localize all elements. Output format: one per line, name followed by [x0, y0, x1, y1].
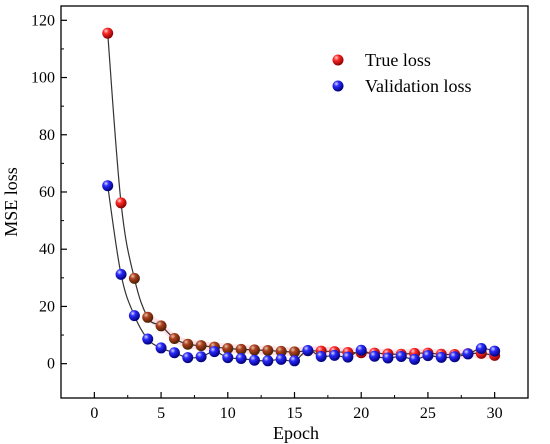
- validation-loss-point: [155, 342, 167, 354]
- legend-marker-true-loss: [332, 54, 344, 66]
- validation-loss-point: [182, 352, 194, 364]
- y-tick-label: 120: [31, 12, 55, 29]
- true-loss-point: [195, 340, 207, 352]
- validation-loss-point: [449, 351, 461, 363]
- validation-loss-point: [369, 350, 381, 362]
- validation-loss-point: [142, 333, 154, 345]
- y-axis-label: MSE loss: [1, 167, 21, 237]
- x-tick-label: 30: [487, 405, 503, 422]
- true-loss-point: [102, 27, 114, 39]
- true-loss-point: [155, 320, 167, 332]
- x-tick-label: 5: [157, 405, 165, 422]
- validation-loss-point: [302, 345, 314, 357]
- validation-loss-point: [248, 354, 260, 366]
- plot-area: [102, 27, 501, 367]
- validation-loss-point: [342, 351, 354, 363]
- x-axis-label: Epoch: [273, 423, 319, 443]
- validation-loss-point: [115, 268, 127, 280]
- true-loss-point: [222, 342, 234, 354]
- validation-loss-point: [168, 347, 180, 359]
- x-tick-label: 25: [420, 405, 436, 422]
- validation-loss-point: [382, 352, 394, 364]
- true-loss-band: [147, 312, 495, 360]
- true-loss-point: [168, 332, 180, 344]
- true-loss-point: [262, 345, 274, 357]
- validation-loss-point: [355, 344, 367, 356]
- validation-loss-point: [235, 353, 247, 365]
- validation-loss-point: [289, 355, 300, 367]
- x-tick-label: 0: [90, 405, 98, 422]
- validation-loss-point: [422, 350, 434, 362]
- validation-loss-point: [409, 353, 421, 365]
- validation-loss-point: [195, 351, 207, 363]
- true-loss-point: [289, 346, 300, 358]
- true-loss-point: [128, 272, 140, 284]
- validation-loss-point: [475, 342, 487, 354]
- y-tick-label: 20: [39, 298, 55, 315]
- validation-loss-line: [107, 185, 495, 362]
- validation-loss-point: [275, 353, 287, 365]
- validation-loss-point: [462, 348, 474, 360]
- y-tick-label: 40: [39, 241, 55, 258]
- x-tick-label: 20: [353, 405, 369, 422]
- y-tick-label: 80: [39, 127, 55, 144]
- validation-loss-point: [395, 351, 407, 363]
- validation-loss-point: [262, 355, 274, 367]
- validation-loss-point: [208, 346, 220, 358]
- validation-loss-point: [222, 352, 234, 364]
- legend-marker-validation-loss: [332, 80, 344, 92]
- true-loss-point: [248, 344, 260, 356]
- true-loss-point: [235, 343, 247, 355]
- legend-label-validation-loss: Validation loss: [365, 76, 472, 96]
- true-loss-point: [275, 345, 287, 357]
- y-tick-label: 60: [39, 184, 55, 201]
- y-tick-label: 100: [31, 70, 55, 87]
- validation-loss-point: [489, 345, 501, 357]
- legend-label-true-loss: True loss: [365, 50, 431, 70]
- true-loss-point: [142, 311, 154, 323]
- validation-loss-point: [128, 310, 140, 322]
- axes: 0 5 10 15 20 25 30 0 20 40 60 80 100 120: [31, 5, 529, 422]
- x-tick-label: 15: [287, 405, 303, 422]
- legend: True loss Validation loss: [332, 50, 472, 96]
- true-loss-point: [115, 197, 127, 209]
- x-tick-label: 10: [220, 405, 236, 422]
- validation-loss-point: [329, 349, 341, 361]
- y-tick-label: 0: [47, 356, 55, 373]
- validation-loss-point: [102, 180, 114, 192]
- true-loss-point: [182, 338, 194, 350]
- plot-frame: [60, 5, 529, 399]
- validation-loss-point: [435, 351, 447, 363]
- validation-loss-point: [315, 351, 327, 363]
